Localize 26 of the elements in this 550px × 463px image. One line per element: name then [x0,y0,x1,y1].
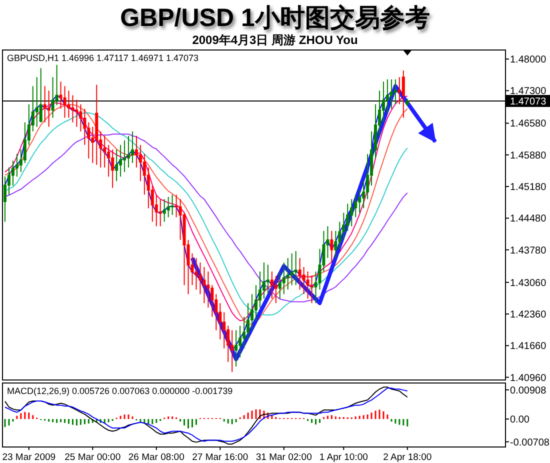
y-tick-label: 1.43780 [510,245,547,256]
ref-line-label: 1.47073 [510,96,547,108]
y-tick-label: 1.43060 [510,278,547,289]
x-tick-label: 25 Mar 00:00 [64,452,121,463]
x-tick-label: 27 Mar 16:00 [192,452,248,463]
y-tick-label: 1.48000 [510,54,547,66]
y-tick-label: 1.42360 [510,310,547,320]
chart-subtitle: 2009年4月3日 周游 ZHOU You [192,33,358,47]
x-tick-label: 1 Apr 10:00 [319,452,368,463]
y-tick-label: 1.45180 [510,182,547,194]
y-tick-label: 1.44480 [510,214,547,225]
y-tick-label: 1.45880 [510,150,547,162]
annotation: GBPUSD,H1 1.46996 1.47117 1.46971 1.47073 [7,53,198,63]
y-tick-label: 1.41660 [510,341,547,352]
x-tick-label: 2 Apr 18:00 [383,452,432,463]
x-tick-label: 31 Mar 02:00 [256,452,312,463]
chart-title: GBP/USD 1小时图交易参考 [120,4,430,32]
y-tick-label: 1.47300 [510,86,547,98]
y-tick-label: 0.00 [510,414,530,426]
x-tick-label: 26 Mar 08:00 [128,452,184,463]
annotation: MACD(12,26,9) 0.005726 0.007063 0.000000 -0.001739 [7,386,233,396]
x-tick-label: 23 Mar 2009 [2,452,56,463]
y-tick-label: 1.40960 [510,372,547,384]
y-tick-label: 1.46580 [510,118,547,130]
y-tick-label: 0.00908 [510,385,547,396]
y-tick-label: -0.00708 [510,437,550,448]
